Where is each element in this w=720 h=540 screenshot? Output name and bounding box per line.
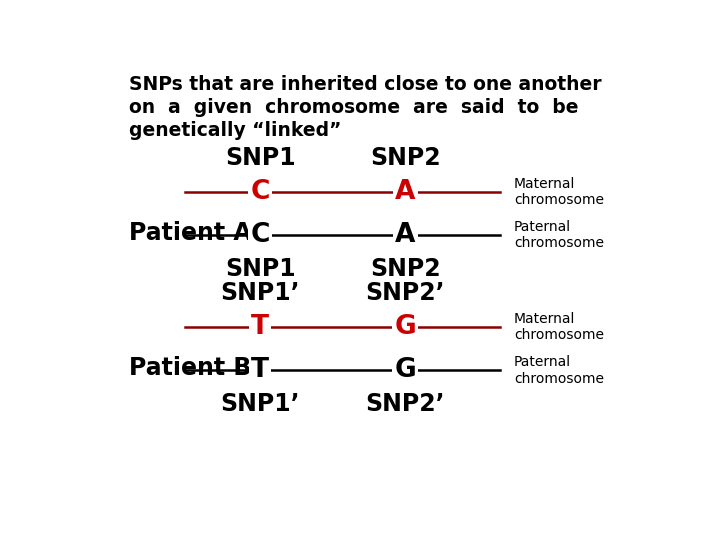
Text: SNP1’: SNP1’ [220,281,300,305]
Text: A: A [395,179,415,205]
Text: Paternal
chromosome: Paternal chromosome [514,220,604,251]
Text: Paternal
chromosome: Paternal chromosome [514,355,604,386]
Text: Maternal
chromosome: Maternal chromosome [514,177,604,207]
Text: SNP2’: SNP2’ [366,392,445,416]
Text: SNP2’: SNP2’ [366,281,445,305]
Text: T: T [251,314,269,340]
Text: C: C [251,222,270,248]
Text: Maternal
chromosome: Maternal chromosome [514,312,604,342]
Text: SNP1: SNP1 [225,146,295,170]
Text: Patient A: Patient A [129,221,252,245]
Text: SNP1’: SNP1’ [220,392,300,416]
Text: G: G [395,357,416,383]
Text: G: G [395,314,416,340]
Text: Patient B: Patient B [129,356,251,380]
Text: SNP2: SNP2 [370,146,441,170]
Text: on  a  given  chromosome  are  said  to  be: on a given chromosome are said to be [129,98,579,117]
Text: T: T [251,357,269,383]
Text: genetically “linked”: genetically “linked” [129,121,341,140]
Text: SNP1: SNP1 [225,257,295,281]
Text: C: C [251,179,270,205]
Text: A: A [395,222,415,248]
Text: SNP2: SNP2 [370,257,441,281]
Text: SNPs that are inherited close to one another: SNPs that are inherited close to one ano… [129,75,602,94]
